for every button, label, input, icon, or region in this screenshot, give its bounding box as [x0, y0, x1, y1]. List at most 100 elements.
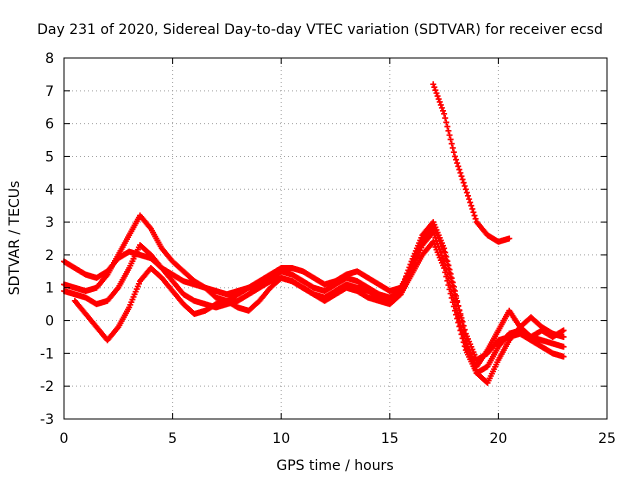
y-tick-label: 1 [45, 281, 54, 297]
grid [64, 58, 607, 419]
data-point [407, 261, 414, 268]
data-point [436, 98, 443, 105]
data-point [469, 205, 476, 212]
data-point [454, 315, 461, 322]
plot-frame [63, 57, 608, 420]
data-point [430, 81, 437, 88]
y-tick-label: 3 [45, 215, 54, 231]
data-point [506, 235, 513, 242]
data-point [471, 212, 478, 219]
data-point [441, 110, 448, 117]
data-point [445, 127, 452, 134]
data-point [441, 265, 448, 272]
data-point [451, 153, 458, 160]
x-tick-label: 20 [489, 431, 507, 447]
data-point [430, 228, 437, 235]
y-tick-label: 6 [45, 117, 54, 133]
data-point [458, 331, 465, 338]
series-track-e [430, 81, 513, 245]
x-axis-label: GPS time / hours [276, 458, 393, 474]
y-axis-ticks: -3 -2 -1 0 1 2 3 4 5 6 7 8 [40, 51, 607, 428]
y-tick-label: -2 [40, 379, 54, 395]
y-tick-label: -3 [40, 412, 54, 428]
data-point [560, 353, 567, 360]
y-tick-label: 2 [45, 248, 54, 264]
data-point [443, 253, 450, 260]
data-point [435, 96, 442, 103]
data-point [443, 119, 450, 126]
data-point [560, 327, 567, 334]
y-axis-label: SDTVAR / TECUs [7, 181, 23, 296]
data-point [447, 290, 454, 297]
x-tick-label: 15 [381, 431, 399, 447]
data-point [451, 307, 458, 314]
data-point [470, 209, 477, 216]
data-point [449, 299, 456, 306]
x-axis-ticks: 0 5 10 15 20 25 [60, 58, 616, 447]
data-point [454, 160, 461, 167]
series-track-b [61, 212, 567, 386]
data-point [442, 115, 449, 122]
data-point [560, 333, 567, 340]
data-point [455, 319, 462, 326]
data-point [460, 179, 467, 186]
data-point [453, 311, 460, 318]
data-point [467, 199, 474, 206]
data-point [441, 245, 448, 252]
data-point [459, 176, 466, 183]
data-point [464, 192, 471, 199]
data-point [440, 107, 447, 114]
data-point [432, 234, 439, 241]
data-point [433, 237, 440, 244]
data-point [446, 132, 453, 139]
data-point [450, 303, 457, 310]
data-point [472, 215, 479, 222]
data-point [447, 136, 454, 143]
data-point [431, 231, 438, 238]
x-tick-label: 10 [272, 431, 290, 447]
y-tick-label: 7 [45, 84, 54, 100]
data-point [431, 84, 438, 91]
x-tick-label: 0 [60, 431, 69, 447]
data-points [61, 81, 567, 386]
data-point [468, 202, 475, 209]
y-tick-label: 5 [45, 149, 54, 165]
y-tick-label: 0 [45, 314, 54, 330]
data-point [462, 186, 469, 193]
chart-title: Day 231 of 2020, Sidereal Day-to-day VTE… [37, 22, 603, 38]
data-point [450, 149, 457, 156]
data-point [406, 264, 413, 271]
data-point [466, 196, 473, 203]
data-point [434, 93, 441, 100]
y-tick-label: 8 [45, 51, 54, 67]
data-point [405, 267, 412, 274]
y-tick-label: 4 [45, 182, 54, 198]
data-point [457, 327, 464, 334]
data-point [461, 182, 468, 189]
data-point [449, 144, 456, 151]
data-point [444, 277, 451, 284]
data-point [456, 166, 463, 173]
x-tick-label: 5 [168, 431, 177, 447]
data-point [442, 269, 449, 276]
y-tick-label: -1 [40, 346, 54, 362]
data-point [444, 123, 451, 130]
data-point [443, 273, 450, 280]
data-point [463, 189, 470, 196]
data-point [445, 282, 452, 289]
data-point [437, 101, 444, 108]
data-point [433, 90, 440, 97]
data-point [448, 140, 455, 147]
data-point [460, 339, 467, 346]
data-point [453, 156, 460, 163]
data-point [454, 297, 461, 304]
data-point [432, 87, 439, 94]
data-point [459, 335, 466, 342]
data-point [560, 343, 567, 350]
data-point [446, 286, 453, 293]
data-point [461, 343, 468, 350]
series-track-d [61, 238, 567, 377]
data-point [455, 163, 462, 170]
data-point [458, 173, 465, 180]
